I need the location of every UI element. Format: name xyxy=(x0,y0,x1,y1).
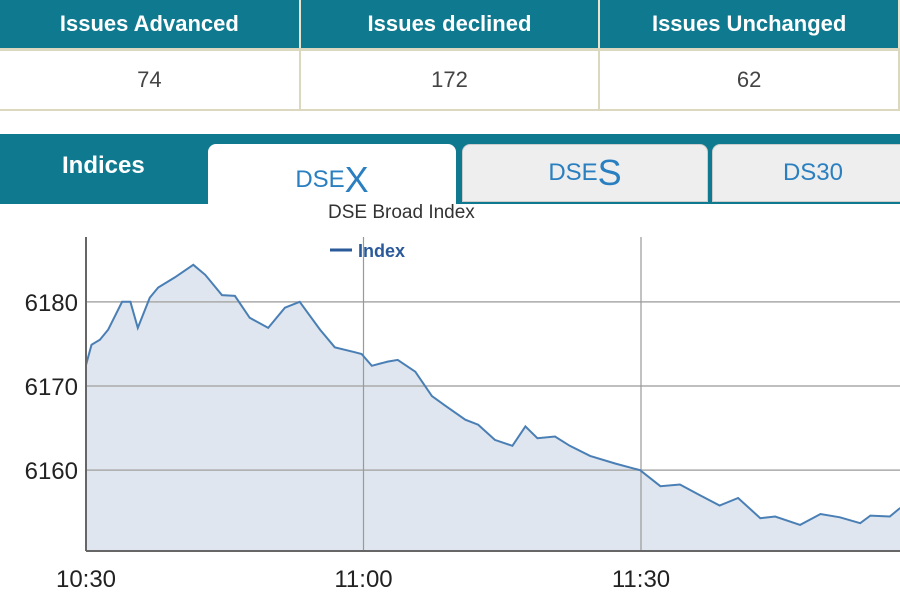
value-issues-declined: 172 xyxy=(299,48,601,111)
index-point xyxy=(319,328,321,331)
index-point xyxy=(221,294,223,296)
x-tick-label: 10:30 xyxy=(56,566,116,593)
x-tick-label: 11:00 xyxy=(334,566,392,593)
tab-ds30-label: DS30 xyxy=(782,159,844,186)
index-point xyxy=(819,513,822,515)
value-issues-unchanged: 62 xyxy=(599,48,900,111)
index-point xyxy=(396,359,399,361)
index-point xyxy=(679,483,681,486)
indices-label: Indices xyxy=(62,152,145,179)
index-point xyxy=(267,327,270,329)
index-point xyxy=(536,437,539,439)
index-point xyxy=(511,444,514,447)
index-point xyxy=(149,296,151,299)
tab-dsex-prefix: DSE xyxy=(295,166,345,193)
index-point xyxy=(174,276,176,279)
index-point xyxy=(759,517,762,519)
tab-dsex-suffix: X xyxy=(344,159,369,200)
index-point xyxy=(414,370,417,373)
index-point xyxy=(659,485,662,487)
index-point xyxy=(298,301,301,303)
y-tick-label: 6180 xyxy=(25,290,78,317)
index-point xyxy=(121,301,123,303)
y-tick-label: 6160 xyxy=(25,458,78,485)
index-point xyxy=(157,286,159,289)
index-point xyxy=(129,301,132,303)
tab-dses-prefix: DSE xyxy=(548,159,598,186)
y-tick-label: 6170 xyxy=(25,374,78,401)
tab-dses[interactable]: DSE S xyxy=(462,144,708,202)
index-point xyxy=(464,418,467,421)
index-point xyxy=(889,515,891,518)
index-point xyxy=(554,435,556,438)
tab-dsex[interactable]: DSE X xyxy=(208,144,456,216)
index-point xyxy=(371,364,373,367)
index-point xyxy=(107,328,109,331)
index-point xyxy=(639,469,641,471)
chart-title: DSE Broad Index xyxy=(328,202,475,223)
index-point xyxy=(859,522,862,525)
index-point xyxy=(137,327,139,329)
index-point xyxy=(192,263,195,266)
index-point xyxy=(699,494,701,497)
legend-index[interactable]: Index xyxy=(358,241,405,261)
index-point xyxy=(204,274,207,276)
index-area xyxy=(86,264,900,551)
header-issues-declined: Issues declined xyxy=(299,0,601,50)
index-point xyxy=(431,395,433,397)
tab-dses-suffix: S xyxy=(597,152,622,193)
x-tick-label: 11:30 xyxy=(612,566,670,593)
index-point xyxy=(774,515,776,518)
index-point xyxy=(334,346,336,349)
market-stats-table: Issues Advanced Issues declined Issues U… xyxy=(0,0,900,111)
indices-tab-bar: Indices DSE X DSE S DS30 xyxy=(0,134,900,216)
index-point xyxy=(718,504,721,507)
index-point xyxy=(386,360,389,363)
index-point xyxy=(354,351,356,354)
index-point xyxy=(99,338,101,341)
index-point xyxy=(494,439,496,441)
index-point xyxy=(477,423,480,426)
header-issues-unchanged: Issues Unchanged xyxy=(599,0,900,50)
index-point xyxy=(444,404,446,407)
index-point xyxy=(234,295,236,297)
index-point xyxy=(737,497,739,499)
index-point xyxy=(839,516,841,519)
header-issues-advanced: Issues Advanced xyxy=(0,0,301,50)
value-issues-advanced: 74 xyxy=(0,48,301,111)
index-point xyxy=(90,343,93,346)
index-point xyxy=(799,524,801,526)
index-point xyxy=(589,455,591,457)
index-point xyxy=(360,353,363,355)
index-point xyxy=(524,425,527,428)
tab-ds30[interactable]: DS30 xyxy=(712,144,900,202)
index-point xyxy=(568,444,571,447)
index-point xyxy=(284,306,286,309)
index-point xyxy=(869,514,872,517)
index-point xyxy=(614,462,616,465)
index-point xyxy=(248,317,251,319)
